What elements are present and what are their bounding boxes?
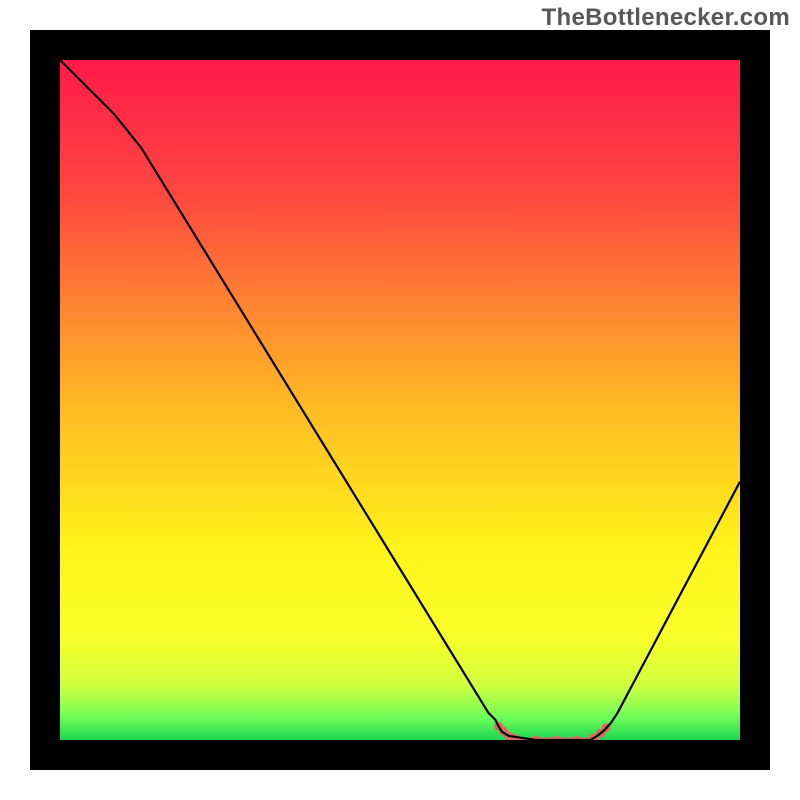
chart-svg	[60, 60, 740, 740]
watermark-text: TheBottlenecker.com	[542, 4, 790, 32]
bottleneck-figure: TheBottlenecker.com	[0, 0, 800, 800]
plot-inner	[60, 60, 740, 740]
plot-outer-frame	[30, 30, 770, 770]
gradient-background	[60, 60, 740, 740]
